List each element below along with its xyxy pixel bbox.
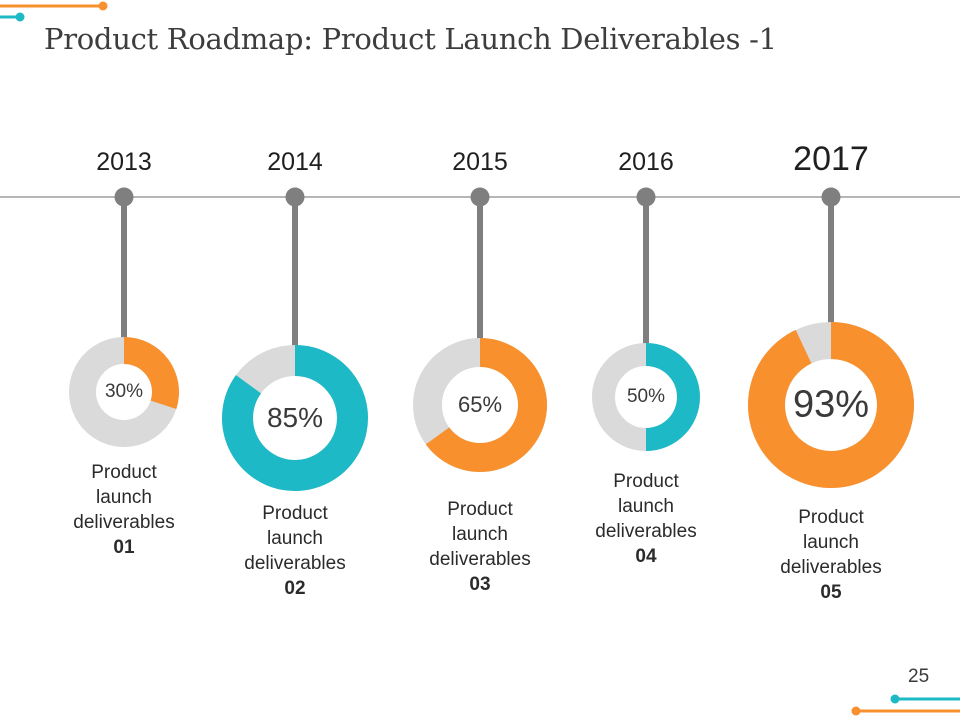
deliverable-number: 01 xyxy=(113,537,135,558)
deliverable-number: 05 xyxy=(820,582,842,603)
deliverable-number: 02 xyxy=(284,578,306,599)
donut-progress-2 xyxy=(221,345,368,492)
deliverable-label-line: Product xyxy=(613,471,679,492)
deliverable-number: 04 xyxy=(635,546,657,567)
milestone-graphics xyxy=(69,187,914,492)
deliverable-label-4: Product launch deliverables 04 xyxy=(595,469,696,569)
deliverable-label-5: Product launch deliverables 05 xyxy=(780,505,881,605)
bottom-accent-teal-dot xyxy=(890,694,900,704)
deliverable-label-line: Product xyxy=(91,462,157,483)
donut-progress-1 xyxy=(124,337,179,409)
bottom-accent-orange-dot xyxy=(851,706,861,716)
page-title: Product Roadmap: Product Launch Delivera… xyxy=(44,22,777,56)
top-accent-teal-dot xyxy=(15,12,25,22)
year-label-4: 2016 xyxy=(618,148,674,176)
timeline-node-2 xyxy=(285,187,305,207)
deliverable-label-line: deliverables xyxy=(244,553,346,574)
year-label-5: 2017 xyxy=(793,140,869,178)
timeline-node-3 xyxy=(470,187,490,207)
percent-label-5: 93% xyxy=(792,383,870,426)
percent-label-3: 65% xyxy=(457,392,503,417)
deliverable-label-line: launch xyxy=(96,487,152,508)
deliverable-label-line: Product xyxy=(798,507,864,528)
deliverable-label-line: deliverables xyxy=(595,521,697,542)
deliverable-label-2: Product launch deliverables 02 xyxy=(244,501,345,601)
deliverable-label-line: Product xyxy=(262,503,328,524)
donut-progress-5 xyxy=(748,322,914,488)
deliverable-label-line: deliverables xyxy=(429,549,531,570)
timeline-node-4 xyxy=(636,187,656,207)
year-label-1: 2013 xyxy=(96,148,152,176)
deliverable-label-line: launch xyxy=(452,524,508,545)
deliverable-label-line: launch xyxy=(267,528,323,549)
percent-label-4: 50% xyxy=(626,386,666,407)
deliverable-label-line: Product xyxy=(447,499,513,520)
top-accent-orange-dot xyxy=(98,1,108,11)
page-number: 25 xyxy=(908,666,930,687)
year-label-3: 2015 xyxy=(452,148,508,176)
deliverable-label-3: Product launch deliverables 03 xyxy=(429,497,530,597)
deliverable-number: 03 xyxy=(469,574,491,595)
deliverable-label-1: Product launch deliverables 01 xyxy=(73,460,174,560)
year-label-2: 2014 xyxy=(267,148,323,176)
donut-progress-3 xyxy=(425,338,547,472)
timeline-node-1 xyxy=(114,187,134,207)
deliverable-label-line: deliverables xyxy=(780,557,882,578)
deliverable-label-line: launch xyxy=(803,532,859,553)
percent-label-1: 30% xyxy=(104,381,144,402)
deliverable-label-line: launch xyxy=(618,496,674,517)
percent-label-2: 85% xyxy=(266,402,324,433)
donut-progress-4 xyxy=(646,343,700,451)
deliverable-label-line: deliverables xyxy=(73,512,175,533)
timeline-node-5 xyxy=(821,187,841,207)
